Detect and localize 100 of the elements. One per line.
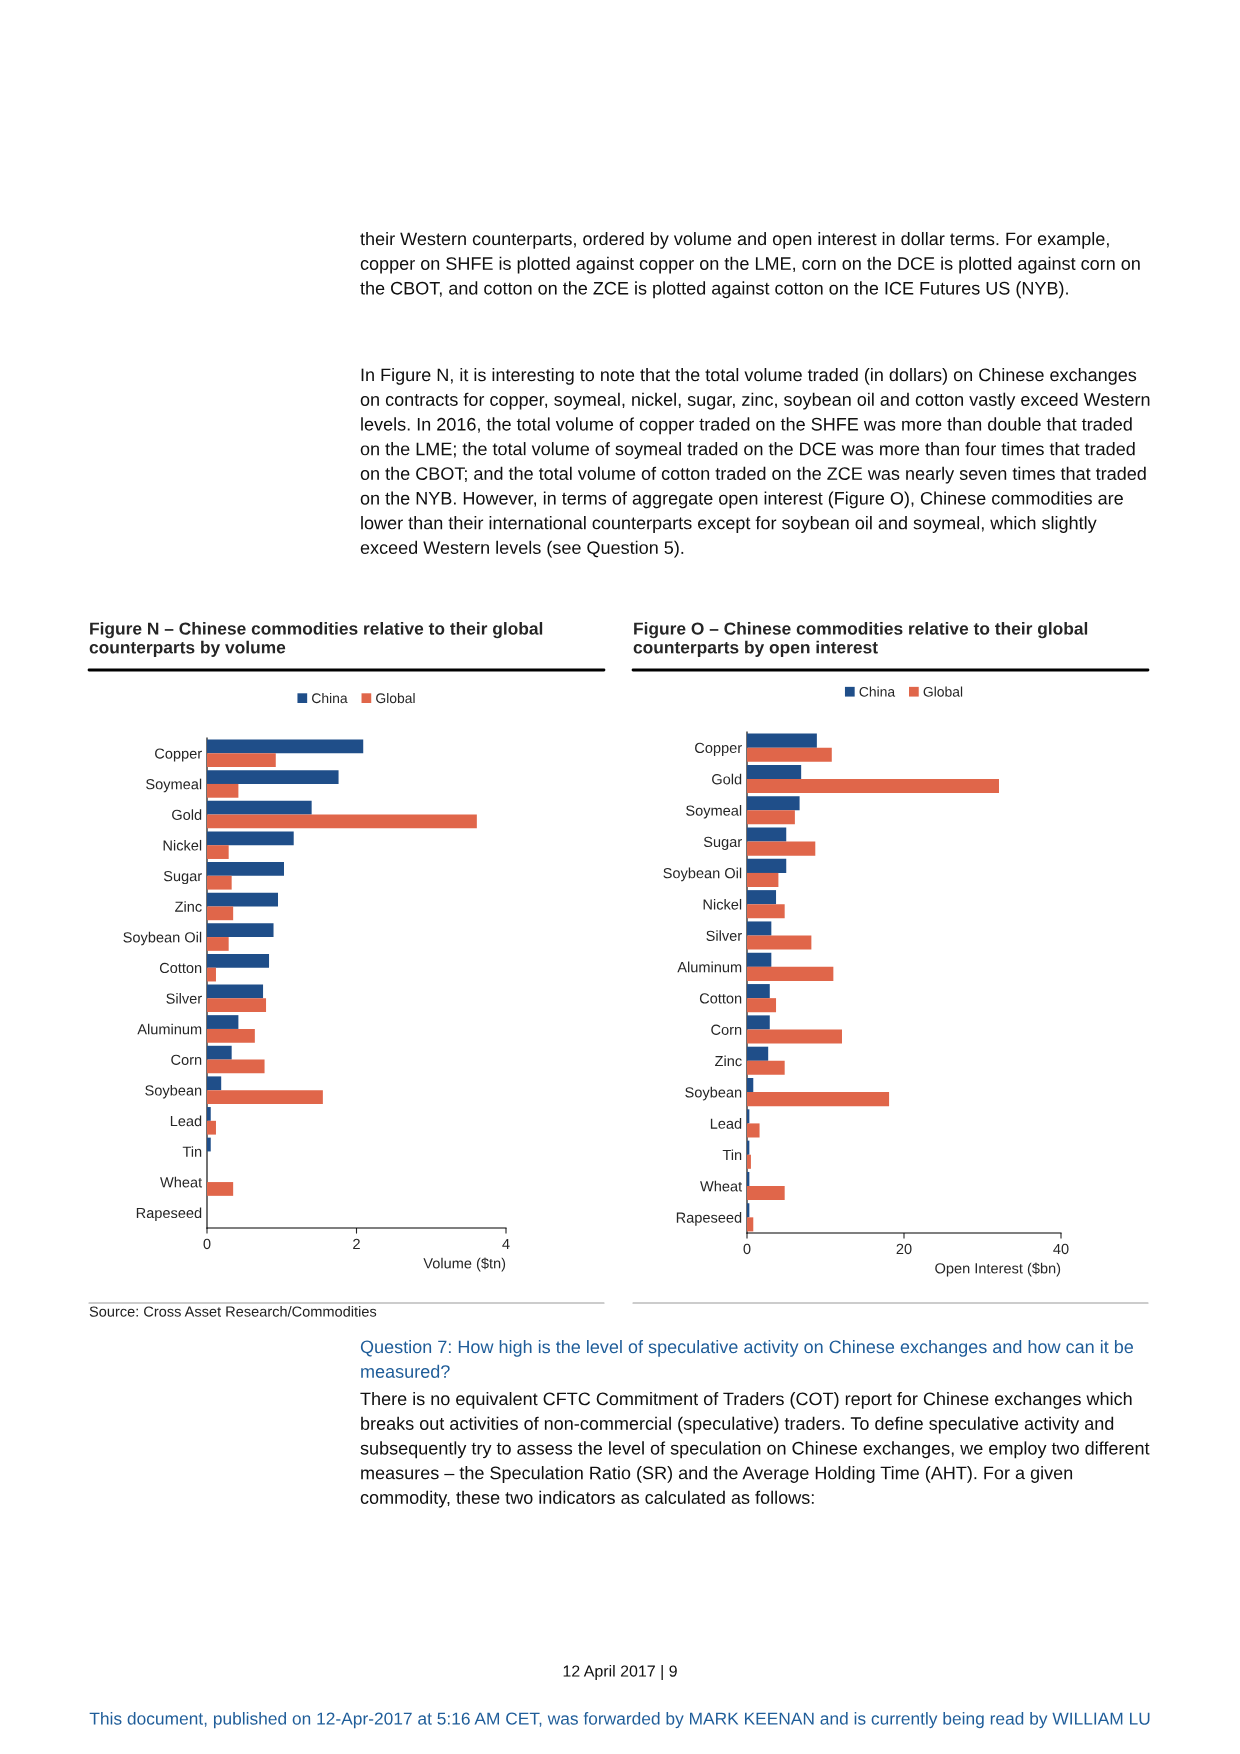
y-tick-label: Lead xyxy=(710,1118,742,1129)
bar xyxy=(207,1059,265,1074)
bar xyxy=(207,937,229,951)
y-tick-label: Copper xyxy=(155,748,202,762)
bar xyxy=(207,906,234,921)
bar xyxy=(207,739,364,754)
y-tick-label: Soybean Oil xyxy=(663,867,742,882)
bar xyxy=(747,747,832,762)
bar xyxy=(747,1015,770,1030)
y-tick-label: Soybean Oil xyxy=(123,931,202,946)
bar xyxy=(207,1045,232,1060)
y-tick-label: Soybean xyxy=(145,1084,202,1099)
bar xyxy=(747,904,785,919)
y-tick-label: Tin xyxy=(722,1149,742,1160)
bar xyxy=(747,952,772,967)
y-tick-label: Sugar xyxy=(703,836,742,850)
y-tick-label: Zinc xyxy=(175,901,202,912)
bar xyxy=(207,862,284,876)
bar xyxy=(747,1046,769,1061)
text: In Figure N, it is interesting to note that the total volume traded (in dollars) on Chinese exchanges on contracts for copper, soymeal, nickel, sugar, zinc, soybean oil and cotton vastly exceed Western levels. In 2016, the total volume of copper traded on the SHFE was more than double that traded on the LME; the total volume of soymeal traded on the DCE was more than four times that traded on the CBOT; and the total volume of cotton traded on the ZCE was nearly seven times that traded on the NYB. However, in terms of aggregate open interest (Figure O), Chinese commodities are lower than their international counterparts except for soybean oil and soymeal, which slightly exceed Western levels (see Question 5). xyxy=(360,368,1150,558)
source-note: Source: Cross Asset Research/Commodities xyxy=(89,1306,377,1317)
text: 12 April 2017 | 9 xyxy=(563,1665,677,1680)
y-tick-label: Corn xyxy=(171,1054,202,1065)
legend-label: China xyxy=(312,692,348,704)
y-tick-label: Wheat xyxy=(160,1176,203,1188)
bar xyxy=(207,984,264,999)
bar xyxy=(747,1154,751,1169)
bar xyxy=(207,875,232,890)
y-tick-label: Aluminum xyxy=(677,961,742,973)
bar xyxy=(747,858,787,873)
text: their Western counterparts, ordered by volume and open interest in dollar terms. For example, copper on SHFE is plotted against copper on the LME, corn on the DCE is plotted against corn on the CBOT, and cotton on the ZCE is plotted against cotton on the ICE Futures US (NYB). xyxy=(360,232,1140,299)
bar xyxy=(747,1078,754,1093)
bar xyxy=(747,827,787,842)
bar xyxy=(207,1137,211,1152)
bar xyxy=(207,783,239,798)
text: There is no equivalent CFTC Commitment of Traders (COT) report for Chinese exchanges which breaks out activities of non-commercial (speculative) traders. To define speculative activity and subsequently try to assess the level of speculation on Chinese exchanges, we employ two different measures – the Speculation Ratio (SR) and the Average Holding Time (AHT). For a given commodity, these two indicators as calculated as follows: xyxy=(360,1392,1150,1508)
bar xyxy=(747,935,812,950)
bar xyxy=(747,890,777,905)
legend-label: Global xyxy=(923,686,963,697)
text: Question 7: How high is the level of speculative activity on Chinese exchanges and how can it be measured? xyxy=(360,1340,1134,1378)
y-tick-label: Copper xyxy=(695,742,742,756)
bar xyxy=(207,1120,216,1135)
y-tick-label: Wheat xyxy=(700,1180,743,1192)
y-tick-label: Gold xyxy=(712,773,742,785)
y-tick-label: Zinc xyxy=(715,1055,742,1067)
bar xyxy=(747,1186,785,1201)
bar xyxy=(207,800,312,815)
x-axis-title: Open Interest ($bn) xyxy=(935,1262,1061,1277)
x-tick-label: 2 xyxy=(353,1238,360,1249)
bar xyxy=(207,753,276,768)
y-tick-label: Gold xyxy=(172,809,202,820)
chart-title: Figure N – Chinese commodities relative to their global counterparts by volume xyxy=(89,622,543,657)
bar xyxy=(747,966,834,981)
x-tick-label: 4 xyxy=(502,1238,510,1249)
y-tick-label: Silver xyxy=(166,993,202,1004)
x-tick-label: 20 xyxy=(896,1243,912,1255)
y-tick-label: Rapeseed xyxy=(676,1212,742,1226)
y-tick-label: Rapeseed xyxy=(136,1207,202,1221)
x-tick-label: 0 xyxy=(203,1238,211,1250)
bar xyxy=(747,1092,890,1107)
bar xyxy=(747,1123,760,1138)
bar xyxy=(207,814,477,829)
legend-label: Global xyxy=(376,692,415,704)
chart-title: Figure O – Chinese commodities relative to their global counterparts by open interest xyxy=(633,622,1088,657)
bar xyxy=(207,1015,239,1029)
x-tick-label: 40 xyxy=(1053,1243,1069,1255)
bar xyxy=(747,778,999,794)
bar xyxy=(207,1076,222,1091)
bar xyxy=(207,923,274,938)
legend-label: China xyxy=(859,686,896,697)
bar xyxy=(747,810,795,825)
bar xyxy=(747,1029,842,1044)
y-tick-label: Lead xyxy=(170,1115,202,1127)
bar xyxy=(207,953,270,968)
bar xyxy=(207,1182,234,1196)
y-tick-label: Sugar xyxy=(163,870,202,885)
bar xyxy=(207,1090,323,1104)
bar xyxy=(207,967,216,982)
y-tick-label: Soymeal xyxy=(146,778,202,793)
y-tick-label: Silver xyxy=(706,930,742,941)
bar xyxy=(207,1107,211,1121)
bar xyxy=(207,998,267,1013)
bar xyxy=(747,984,770,999)
y-tick-label: Nickel xyxy=(163,839,202,851)
bar xyxy=(207,845,229,859)
y-tick-label: Nickel xyxy=(703,898,742,910)
bar xyxy=(747,872,779,887)
bar xyxy=(207,831,294,846)
y-tick-label: Cotton xyxy=(159,962,202,974)
y-tick-label: Soymeal xyxy=(686,805,742,819)
y-tick-label: Corn xyxy=(711,1024,742,1035)
bar xyxy=(747,1217,754,1232)
bar xyxy=(747,733,817,748)
bar xyxy=(207,892,279,907)
y-tick-label: Aluminum xyxy=(137,1023,202,1035)
y-tick-label: Soybean xyxy=(685,1086,742,1101)
bar xyxy=(207,1028,255,1043)
bar xyxy=(747,764,802,779)
x-tick-label: 0 xyxy=(743,1243,751,1255)
bar xyxy=(747,841,816,856)
